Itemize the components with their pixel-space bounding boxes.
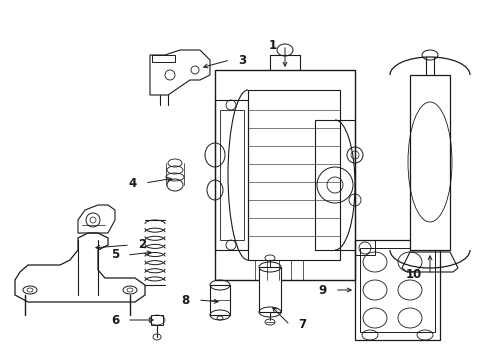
Text: 2: 2 [138,239,146,252]
Text: 9: 9 [318,284,326,297]
Text: 7: 7 [297,319,305,332]
Text: 5: 5 [110,248,119,261]
Text: 3: 3 [238,54,245,67]
Bar [151,315,163,325]
Bar [209,285,229,315]
Text: 6: 6 [110,314,119,327]
Text: 1: 1 [268,39,276,51]
Bar [409,75,449,250]
Bar [220,110,244,240]
Text: 10: 10 [405,269,421,282]
Text: 4: 4 [128,176,137,189]
Bar [354,240,374,255]
Bar [259,267,281,312]
Text: 8: 8 [182,293,190,306]
